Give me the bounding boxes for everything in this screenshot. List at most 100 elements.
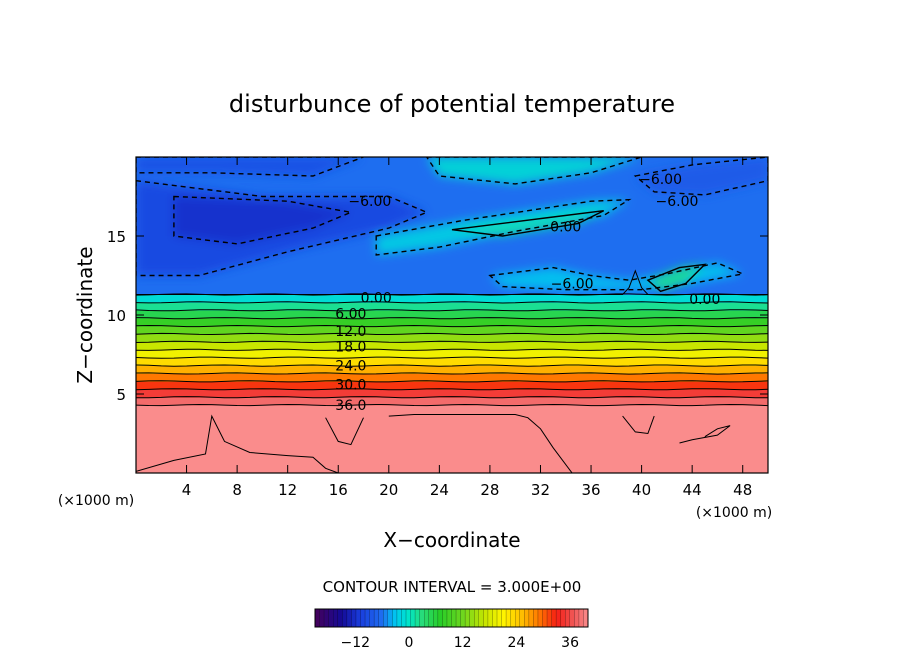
y-tick-label: 10 bbox=[107, 307, 126, 325]
contour-line bbox=[136, 332, 768, 336]
x-tick-label: 48 bbox=[733, 481, 752, 499]
colorbar-cell bbox=[433, 609, 439, 627]
colorbar-cell bbox=[515, 609, 521, 627]
colorbar-cell bbox=[578, 609, 584, 627]
contour-label: 30.0 bbox=[335, 378, 366, 394]
color-band bbox=[136, 310, 768, 319]
color-band bbox=[136, 397, 768, 406]
contour-label: 24.0 bbox=[335, 359, 366, 375]
contour-line-negative bbox=[425, 157, 642, 185]
contour-line bbox=[136, 348, 768, 351]
contour-label: 0.00 bbox=[361, 291, 392, 307]
color-band bbox=[136, 318, 768, 327]
plot-area: −6.00−6.00−6.000.00−6.000.00 0.006.0012.0… bbox=[136, 157, 768, 473]
colorbar-cell bbox=[383, 609, 389, 627]
contour-labels: −6.00−6.00−6.000.00−6.000.00 0.006.0012.0… bbox=[335, 172, 720, 414]
color-band bbox=[136, 365, 768, 374]
contour-label: −6.00 bbox=[348, 194, 391, 210]
colorbar-cell bbox=[365, 609, 370, 627]
colorbar-cell bbox=[583, 609, 589, 627]
colorbar-cell bbox=[319, 609, 325, 627]
color-band bbox=[136, 389, 768, 398]
colorbar-cell bbox=[474, 609, 480, 627]
color-band bbox=[136, 381, 768, 390]
colorbar-cell bbox=[556, 609, 561, 627]
colorbar-cell bbox=[424, 609, 430, 627]
colorbar-cell bbox=[374, 609, 379, 627]
colorbar-cell bbox=[333, 609, 339, 627]
contour-label: 0.00 bbox=[689, 292, 720, 308]
contour-line bbox=[136, 396, 768, 399]
colorbar-tick-label: 36 bbox=[561, 635, 579, 651]
colorbar-cell bbox=[410, 609, 416, 627]
y-axis-ticks: 5 10 15 bbox=[107, 228, 768, 404]
contour-line bbox=[136, 317, 768, 320]
colorbar-cell bbox=[574, 609, 580, 627]
colorbar-tick-label: 0 bbox=[405, 635, 414, 651]
x-tick-label: 28 bbox=[480, 481, 499, 499]
anomaly-region bbox=[173, 196, 351, 244]
contour-line bbox=[136, 380, 768, 383]
anomaly-region bbox=[452, 210, 604, 236]
x-tick-label: 40 bbox=[632, 481, 651, 499]
colorbar-cell bbox=[547, 609, 552, 627]
contour-line bbox=[136, 340, 768, 344]
y-axis-label: Z−coordinate bbox=[73, 246, 97, 383]
colorbar-cell bbox=[387, 609, 393, 627]
contour-line bbox=[136, 364, 768, 367]
contour-interval-label: CONTOUR INTERVAL = 3.000E+00 bbox=[323, 578, 582, 596]
color-band bbox=[136, 294, 768, 303]
contour-line bbox=[136, 301, 768, 304]
contour-line-negative bbox=[375, 198, 632, 256]
contour-line bbox=[136, 372, 768, 375]
colorbar-cell bbox=[528, 609, 534, 627]
colorbar-cell bbox=[483, 609, 489, 627]
chart-title: disturbunce of potential temperature bbox=[229, 90, 675, 118]
colorbar-cell bbox=[355, 609, 361, 627]
x-tick-label: 24 bbox=[430, 481, 449, 499]
colorbar-cell bbox=[369, 609, 375, 627]
color-band bbox=[136, 357, 768, 367]
contour-label: −6.00 bbox=[639, 172, 682, 188]
contour-label: 18.0 bbox=[335, 340, 366, 356]
y-unit-label: (×1000 m) bbox=[58, 493, 134, 509]
contour-label: −6.00 bbox=[551, 276, 594, 292]
contour-line bbox=[451, 210, 605, 237]
colorbar-cell bbox=[492, 609, 498, 627]
colorbar-cell bbox=[469, 609, 475, 627]
colorbar-cell bbox=[392, 609, 398, 627]
colorbar-cell bbox=[315, 609, 320, 627]
contour-line-negative bbox=[173, 195, 354, 245]
colorbar-cell bbox=[324, 609, 329, 627]
colorbar-cell bbox=[565, 609, 571, 627]
colorbar-cell bbox=[542, 609, 548, 627]
contour-line bbox=[136, 414, 339, 473]
contour-label: 36.0 bbox=[335, 398, 366, 414]
colorbar-ticks: −12 0 12 24 36 bbox=[341, 635, 580, 651]
colorbar-cell bbox=[456, 609, 461, 627]
contour-line bbox=[646, 263, 707, 293]
contour-label: 12.0 bbox=[335, 324, 366, 340]
contour-line bbox=[136, 309, 768, 312]
colorbar-cell bbox=[460, 609, 466, 627]
x-axis-ticks: 4 8 12 16 20 24 28 32 36 40 44 48 bbox=[182, 157, 752, 499]
colorbar-cell bbox=[396, 609, 402, 627]
contour-line-zero bbox=[136, 269, 768, 295]
anomaly-region bbox=[136, 157, 364, 176]
colorbar-cell bbox=[328, 609, 334, 627]
contour-line-negative bbox=[136, 179, 429, 277]
color-band bbox=[136, 373, 768, 382]
color-band bbox=[136, 333, 768, 343]
colorbar-cell bbox=[519, 609, 525, 627]
colorbar-cell bbox=[401, 609, 407, 627]
y-tick-label: 5 bbox=[116, 386, 126, 404]
x-tick-label: 20 bbox=[379, 481, 398, 499]
colorbar-cell bbox=[415, 609, 420, 627]
color-band bbox=[136, 405, 768, 473]
colorbar-frame bbox=[314, 608, 589, 628]
anomaly-region bbox=[426, 157, 642, 184]
colorbar-cell bbox=[560, 609, 566, 627]
colorbar-cell bbox=[446, 609, 452, 627]
colorbar-cell bbox=[501, 609, 507, 627]
